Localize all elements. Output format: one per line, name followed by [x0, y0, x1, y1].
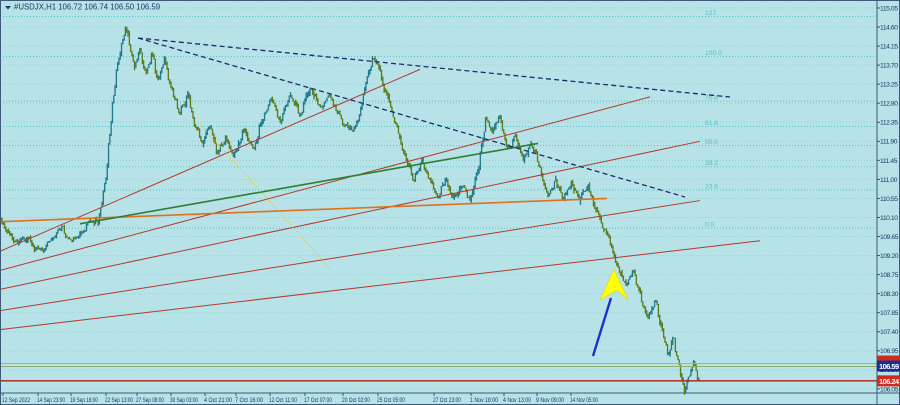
svg-text:7 Oct 16:00: 7 Oct 16:00	[235, 397, 263, 404]
svg-text:106.59: 106.59	[879, 362, 899, 371]
svg-text:106.24: 106.24	[879, 377, 900, 386]
svg-text:127: 127	[705, 10, 716, 17]
svg-text:50.0: 50.0	[705, 139, 718, 146]
svg-text:111.90: 111.90	[880, 139, 898, 146]
svg-text:38.2: 38.2	[705, 160, 718, 167]
svg-text:1 Nov 18:00: 1 Nov 18:00	[470, 397, 498, 404]
svg-text:114.60: 114.60	[880, 24, 898, 31]
svg-text:14 Nov 05:00: 14 Nov 05:00	[570, 397, 598, 404]
svg-text:23.6: 23.6	[705, 183, 718, 190]
svg-text:30 Sep 03:00: 30 Sep 03:00	[170, 397, 198, 404]
svg-text:106.05: 106.05	[880, 386, 899, 393]
svg-text:4 Nov 13:00: 4 Nov 13:00	[503, 397, 531, 404]
svg-text:109.20: 109.20	[880, 253, 899, 260]
svg-text:19 Sep 18:00: 19 Sep 18:00	[70, 397, 98, 404]
svg-text:27 Sep 08:00: 27 Sep 08:00	[136, 397, 164, 404]
svg-text:110.55: 110.55	[880, 196, 898, 203]
svg-text:109.65: 109.65	[880, 234, 899, 241]
svg-text:4 Oct 21:00: 4 Oct 21:00	[204, 397, 232, 404]
svg-text:115.05: 115.05	[880, 5, 898, 12]
svg-text:113.70: 113.70	[880, 63, 898, 70]
svg-text:114.15: 114.15	[880, 43, 898, 50]
svg-text:61.8: 61.8	[705, 120, 718, 127]
svg-text:0.0: 0.0	[705, 222, 715, 229]
svg-text:#USDJX,H1 106.72 106.74 106.5: #USDJX,H1 106.72 106.74 106.50 106.59	[14, 3, 160, 12]
svg-text:112.35: 112.35	[880, 120, 898, 127]
svg-text:17 Oct 07:00: 17 Oct 07:00	[304, 397, 332, 404]
svg-text:12 Sep 2022: 12 Sep 2022	[2, 397, 30, 404]
svg-text:100.0: 100.0	[705, 50, 722, 57]
svg-text:106.95: 106.95	[880, 348, 899, 355]
svg-text:107.85: 107.85	[880, 310, 899, 317]
svg-text:108.30: 108.30	[880, 291, 899, 298]
svg-text:111.45: 111.45	[880, 158, 898, 165]
svg-text:25 Oct 05:00: 25 Oct 05:00	[377, 397, 405, 404]
svg-text:22 Sep 13:00: 22 Sep 13:00	[105, 397, 133, 404]
svg-text:27 Oct 23:00: 27 Oct 23:00	[433, 397, 461, 404]
svg-text:12 Oct 11:00: 12 Oct 11:00	[269, 397, 297, 404]
svg-text:110.10: 110.10	[880, 215, 898, 222]
svg-text:9 Nov 09:00: 9 Nov 09:00	[536, 397, 564, 404]
svg-text:112.80: 112.80	[880, 101, 898, 108]
svg-text:14 Sep 23:00: 14 Sep 23:00	[37, 397, 65, 404]
svg-text:20 Oct 02:00: 20 Oct 02:00	[342, 397, 370, 404]
svg-text:113.25: 113.25	[880, 82, 898, 89]
svg-text:111.00: 111.00	[880, 177, 898, 184]
svg-text:108.75: 108.75	[880, 272, 899, 279]
svg-text:107.40: 107.40	[880, 329, 899, 336]
